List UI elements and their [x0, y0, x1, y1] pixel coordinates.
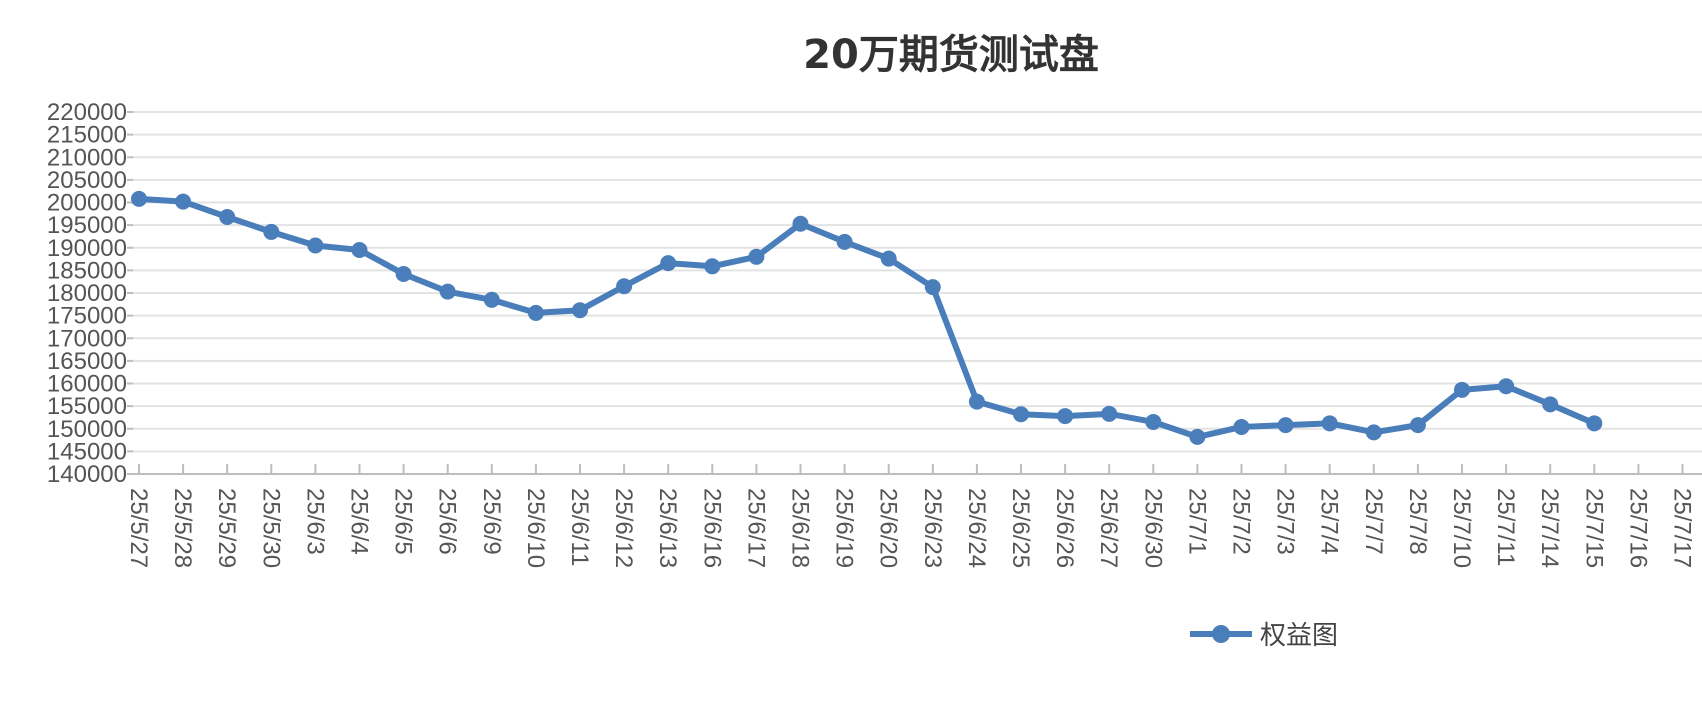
x-tick-label: 25/6/5: [390, 488, 417, 555]
x-tick-label: 25/6/16: [698, 488, 725, 568]
x-tick-label: 25/5/27: [125, 488, 152, 568]
x-tick-label: 25/7/1: [1183, 488, 1210, 555]
x-tick-label: 25/7/7: [1360, 488, 1387, 555]
data-point[interactable]: [219, 208, 236, 225]
data-point[interactable]: [351, 242, 368, 259]
y-tick-label: 185000: [47, 257, 127, 284]
data-point[interactable]: [792, 215, 809, 232]
y-tick-label: 170000: [47, 325, 127, 352]
data-point[interactable]: [616, 278, 633, 295]
x-tick-label: 25/7/10: [1448, 488, 1475, 568]
x-tick-label: 25/6/6: [434, 488, 461, 555]
data-point[interactable]: [131, 190, 147, 207]
x-tick-label: 25/6/13: [654, 488, 681, 568]
x-tick-label: 25/7/4: [1316, 488, 1343, 555]
y-tick-label: 160000: [47, 371, 127, 398]
series-group: [131, 190, 1603, 445]
x-tick-label: 25/6/26: [1051, 488, 1078, 568]
x-tick-label: 25/6/27: [1095, 488, 1122, 568]
legend-label: 权益图: [1260, 621, 1338, 651]
y-tick-label: 195000: [47, 212, 127, 239]
x-tick-label: 25/7/8: [1404, 488, 1431, 555]
data-point[interactable]: [395, 265, 412, 282]
data-point[interactable]: [175, 193, 192, 210]
data-point[interactable]: [968, 393, 985, 410]
y-tick-label: 205000: [47, 167, 127, 194]
y-tick-label: 155000: [47, 393, 127, 420]
y-axis: 1400001450001500001550001600001650001700…: [47, 99, 133, 488]
x-tick-label: 25/5/30: [257, 488, 284, 568]
data-point[interactable]: [1233, 418, 1250, 435]
x-tick-label: 25/6/30: [1139, 488, 1166, 568]
y-tick-label: 190000: [47, 235, 127, 262]
x-tick-label: 25/6/19: [831, 488, 858, 568]
x-tick-label: 25/7/11: [1492, 488, 1519, 566]
data-point[interactable]: [1365, 424, 1382, 441]
x-tick-label: 25/7/2: [1228, 488, 1255, 555]
gridlines: [133, 111, 1702, 475]
y-tick-label: 210000: [47, 144, 127, 171]
y-tick-label: 140000: [47, 461, 127, 488]
legend-marker-icon: [1212, 625, 1230, 643]
data-point[interactable]: [1542, 396, 1559, 413]
data-point[interactable]: [1101, 405, 1118, 422]
x-tick-label: 25/7/14: [1536, 488, 1563, 568]
data-point[interactable]: [263, 223, 280, 240]
x-tick-label: 25/6/4: [346, 488, 373, 555]
y-tick-label: 200000: [47, 190, 127, 217]
x-tick-label: 25/6/18: [787, 488, 814, 568]
x-axis: 25/5/27 25/5/28 25/5/29 25/5/30 25/6/3 25/6/4…: [125, 464, 1696, 568]
data-point[interactable]: [924, 279, 941, 296]
x-tick-label: 25/6/20: [875, 488, 902, 568]
data-point[interactable]: [307, 237, 324, 254]
data-point[interactable]: [704, 258, 721, 275]
x-tick-label: 25/6/11: [566, 488, 593, 566]
x-tick-label: 25/6/10: [522, 488, 549, 568]
y-tick-label: 220000: [47, 99, 127, 126]
y-tick-label: 215000: [47, 122, 127, 149]
data-point[interactable]: [527, 304, 544, 321]
x-tick-label: 25/6/25: [1007, 488, 1034, 568]
data-point[interactable]: [836, 233, 853, 250]
y-tick-label: 145000: [47, 438, 127, 465]
data-point[interactable]: [1409, 417, 1426, 434]
x-tick-label: 25/7/15: [1580, 488, 1607, 568]
chart-title: 20万期货测试盘: [803, 32, 1099, 78]
data-point[interactable]: [1454, 381, 1470, 398]
x-tick-label: 25/7/3: [1272, 488, 1299, 555]
series-line: [138, 195, 1596, 440]
legend[interactable]: 权益图: [1190, 621, 1338, 651]
x-tick-label: 25/6/24: [963, 488, 990, 568]
data-point[interactable]: [1277, 417, 1294, 434]
y-tick-label: 180000: [47, 280, 127, 307]
data-point[interactable]: [1013, 406, 1029, 423]
x-tick-label: 25/7/17: [1669, 488, 1696, 568]
data-point[interactable]: [1145, 413, 1162, 430]
data-point[interactable]: [1189, 428, 1206, 445]
y-tick-label: 165000: [47, 348, 127, 375]
x-tick-label: 25/5/29: [213, 488, 240, 568]
y-tick-label: 150000: [47, 416, 127, 443]
data-point[interactable]: [880, 250, 897, 267]
data-point[interactable]: [1057, 408, 1074, 425]
x-tick-label: 25/6/17: [742, 488, 769, 568]
data-point[interactable]: [572, 302, 588, 319]
data-point[interactable]: [439, 283, 456, 300]
data-point[interactable]: [1321, 415, 1338, 432]
data-point[interactable]: [660, 255, 677, 272]
x-tick-label: 25/7/16: [1624, 488, 1651, 568]
data-point[interactable]: [1498, 378, 1515, 395]
x-tick-label: 25/6/23: [919, 488, 946, 568]
data-point[interactable]: [748, 248, 765, 265]
x-tick-label: 25/6/3: [301, 488, 328, 555]
x-tick-label: 25/6/9: [478, 488, 505, 555]
y-tick-label: 175000: [47, 303, 127, 330]
data-point[interactable]: [1586, 415, 1603, 432]
data-point[interactable]: [483, 291, 500, 308]
x-tick-label: 25/6/12: [610, 488, 637, 568]
x-tick-label: 25/5/28: [169, 488, 196, 568]
